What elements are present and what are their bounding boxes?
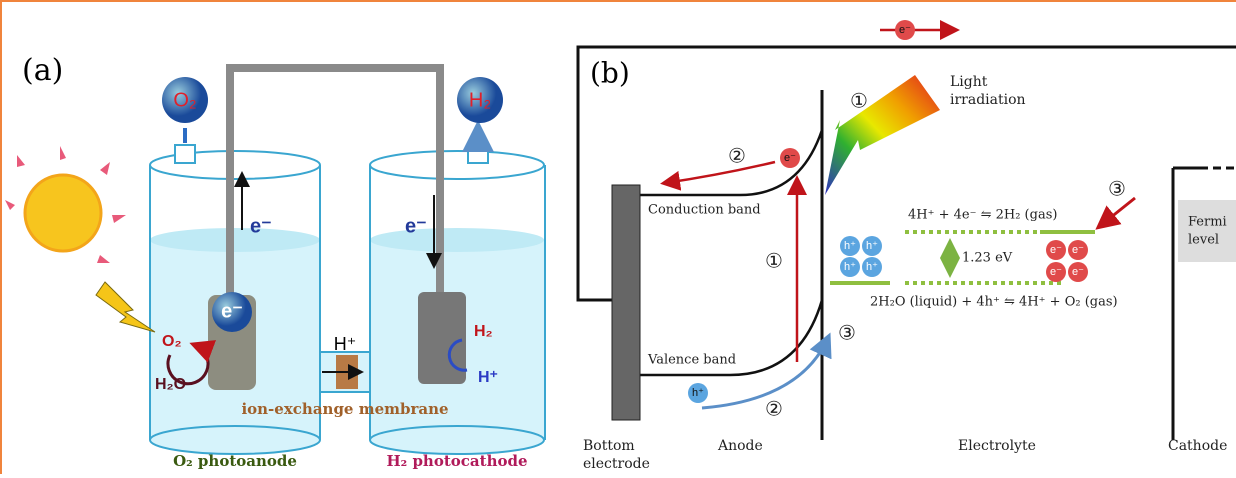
electron-label: e⁻ xyxy=(1050,244,1062,256)
region-label: Electrolyte xyxy=(958,438,1036,454)
light-arrow xyxy=(825,75,940,195)
panel-b: h⁺ h⁺ h⁺ h⁺ e⁻ e⁻ e⁻ e⁻ e⁻ e⁻ h⁺ (b) Light i… xyxy=(578,20,1236,472)
band-label: Valence band xyxy=(647,353,736,368)
electrode-label: O₂ photoanode xyxy=(173,452,297,470)
panel-label: (a) xyxy=(22,53,63,88)
electron-label: e⁻ xyxy=(1072,266,1084,278)
panel-label: (b) xyxy=(590,57,630,90)
species-label: O₂ xyxy=(162,333,182,350)
electron-label: e⁻ xyxy=(899,24,911,36)
species-label: H⁺ xyxy=(478,369,498,386)
electron-label: e⁻ xyxy=(405,215,427,237)
light-label: Light xyxy=(950,74,988,90)
ion-label: H⁺ xyxy=(334,334,357,354)
panel-a: (a) O₂ H₂ e⁻ e⁻ e⁻ O₂ H₂O H⁺ H₂ H⁺ ion-e… xyxy=(5,53,545,470)
region-label: Anode xyxy=(717,438,763,454)
electron-label: e⁻ xyxy=(784,152,796,164)
fermi-box xyxy=(1178,200,1236,262)
light-label: irradiation xyxy=(950,92,1026,108)
bottom-electrode xyxy=(612,185,640,420)
species-label: H₂ xyxy=(474,323,493,340)
species-label: H₂O xyxy=(155,376,186,393)
equation: 4H⁺ + 4e⁻ ⇋ 2H₂ (gas) xyxy=(908,208,1057,223)
arrow xyxy=(665,162,775,183)
hole-label: h⁺ xyxy=(844,261,856,273)
fermi-label: Fermi xyxy=(1188,215,1227,230)
gas-label: O₂ xyxy=(173,89,196,111)
arrow xyxy=(1100,198,1135,226)
electron-label: e⁻ xyxy=(1050,266,1062,278)
region-label: Cathode xyxy=(1168,438,1227,454)
hole-label: h⁺ xyxy=(692,387,704,399)
step-label: ② xyxy=(765,397,783,421)
electron-label: e⁻ xyxy=(221,300,243,322)
figure: (a) O₂ H₂ e⁻ e⁻ e⁻ O₂ H₂O H⁺ H₂ H⁺ ion-e… xyxy=(0,0,1236,474)
sun xyxy=(5,146,155,332)
equation: 2H₂O (liquid) + 4h⁺ ⇋ 4H⁺ + O₂ (gas) xyxy=(870,295,1118,310)
electrode-label: H₂ photocathode xyxy=(386,452,527,470)
cells xyxy=(150,68,545,454)
step-label: ① xyxy=(850,89,868,113)
step-label: ③ xyxy=(1108,177,1126,201)
fermi-label: level xyxy=(1188,233,1219,248)
hole-label: h⁺ xyxy=(844,240,856,252)
hole-label: h⁺ xyxy=(866,240,878,252)
step-label: ③ xyxy=(838,321,856,345)
band-label: Conduction band xyxy=(648,203,761,218)
region-label: electrode xyxy=(583,456,650,472)
electron-label: e⁻ xyxy=(1072,244,1084,256)
gap-label: 1.23 eV xyxy=(962,251,1013,266)
step-label: ① xyxy=(765,249,783,273)
electron-label: e⁻ xyxy=(250,215,272,237)
membrane-label: ion-exchange membrane xyxy=(241,400,448,418)
region-label: Bottom xyxy=(583,438,635,454)
gas-label: H₂ xyxy=(469,89,491,111)
step-label: ② xyxy=(728,144,746,168)
hole-label: h⁺ xyxy=(866,261,878,273)
